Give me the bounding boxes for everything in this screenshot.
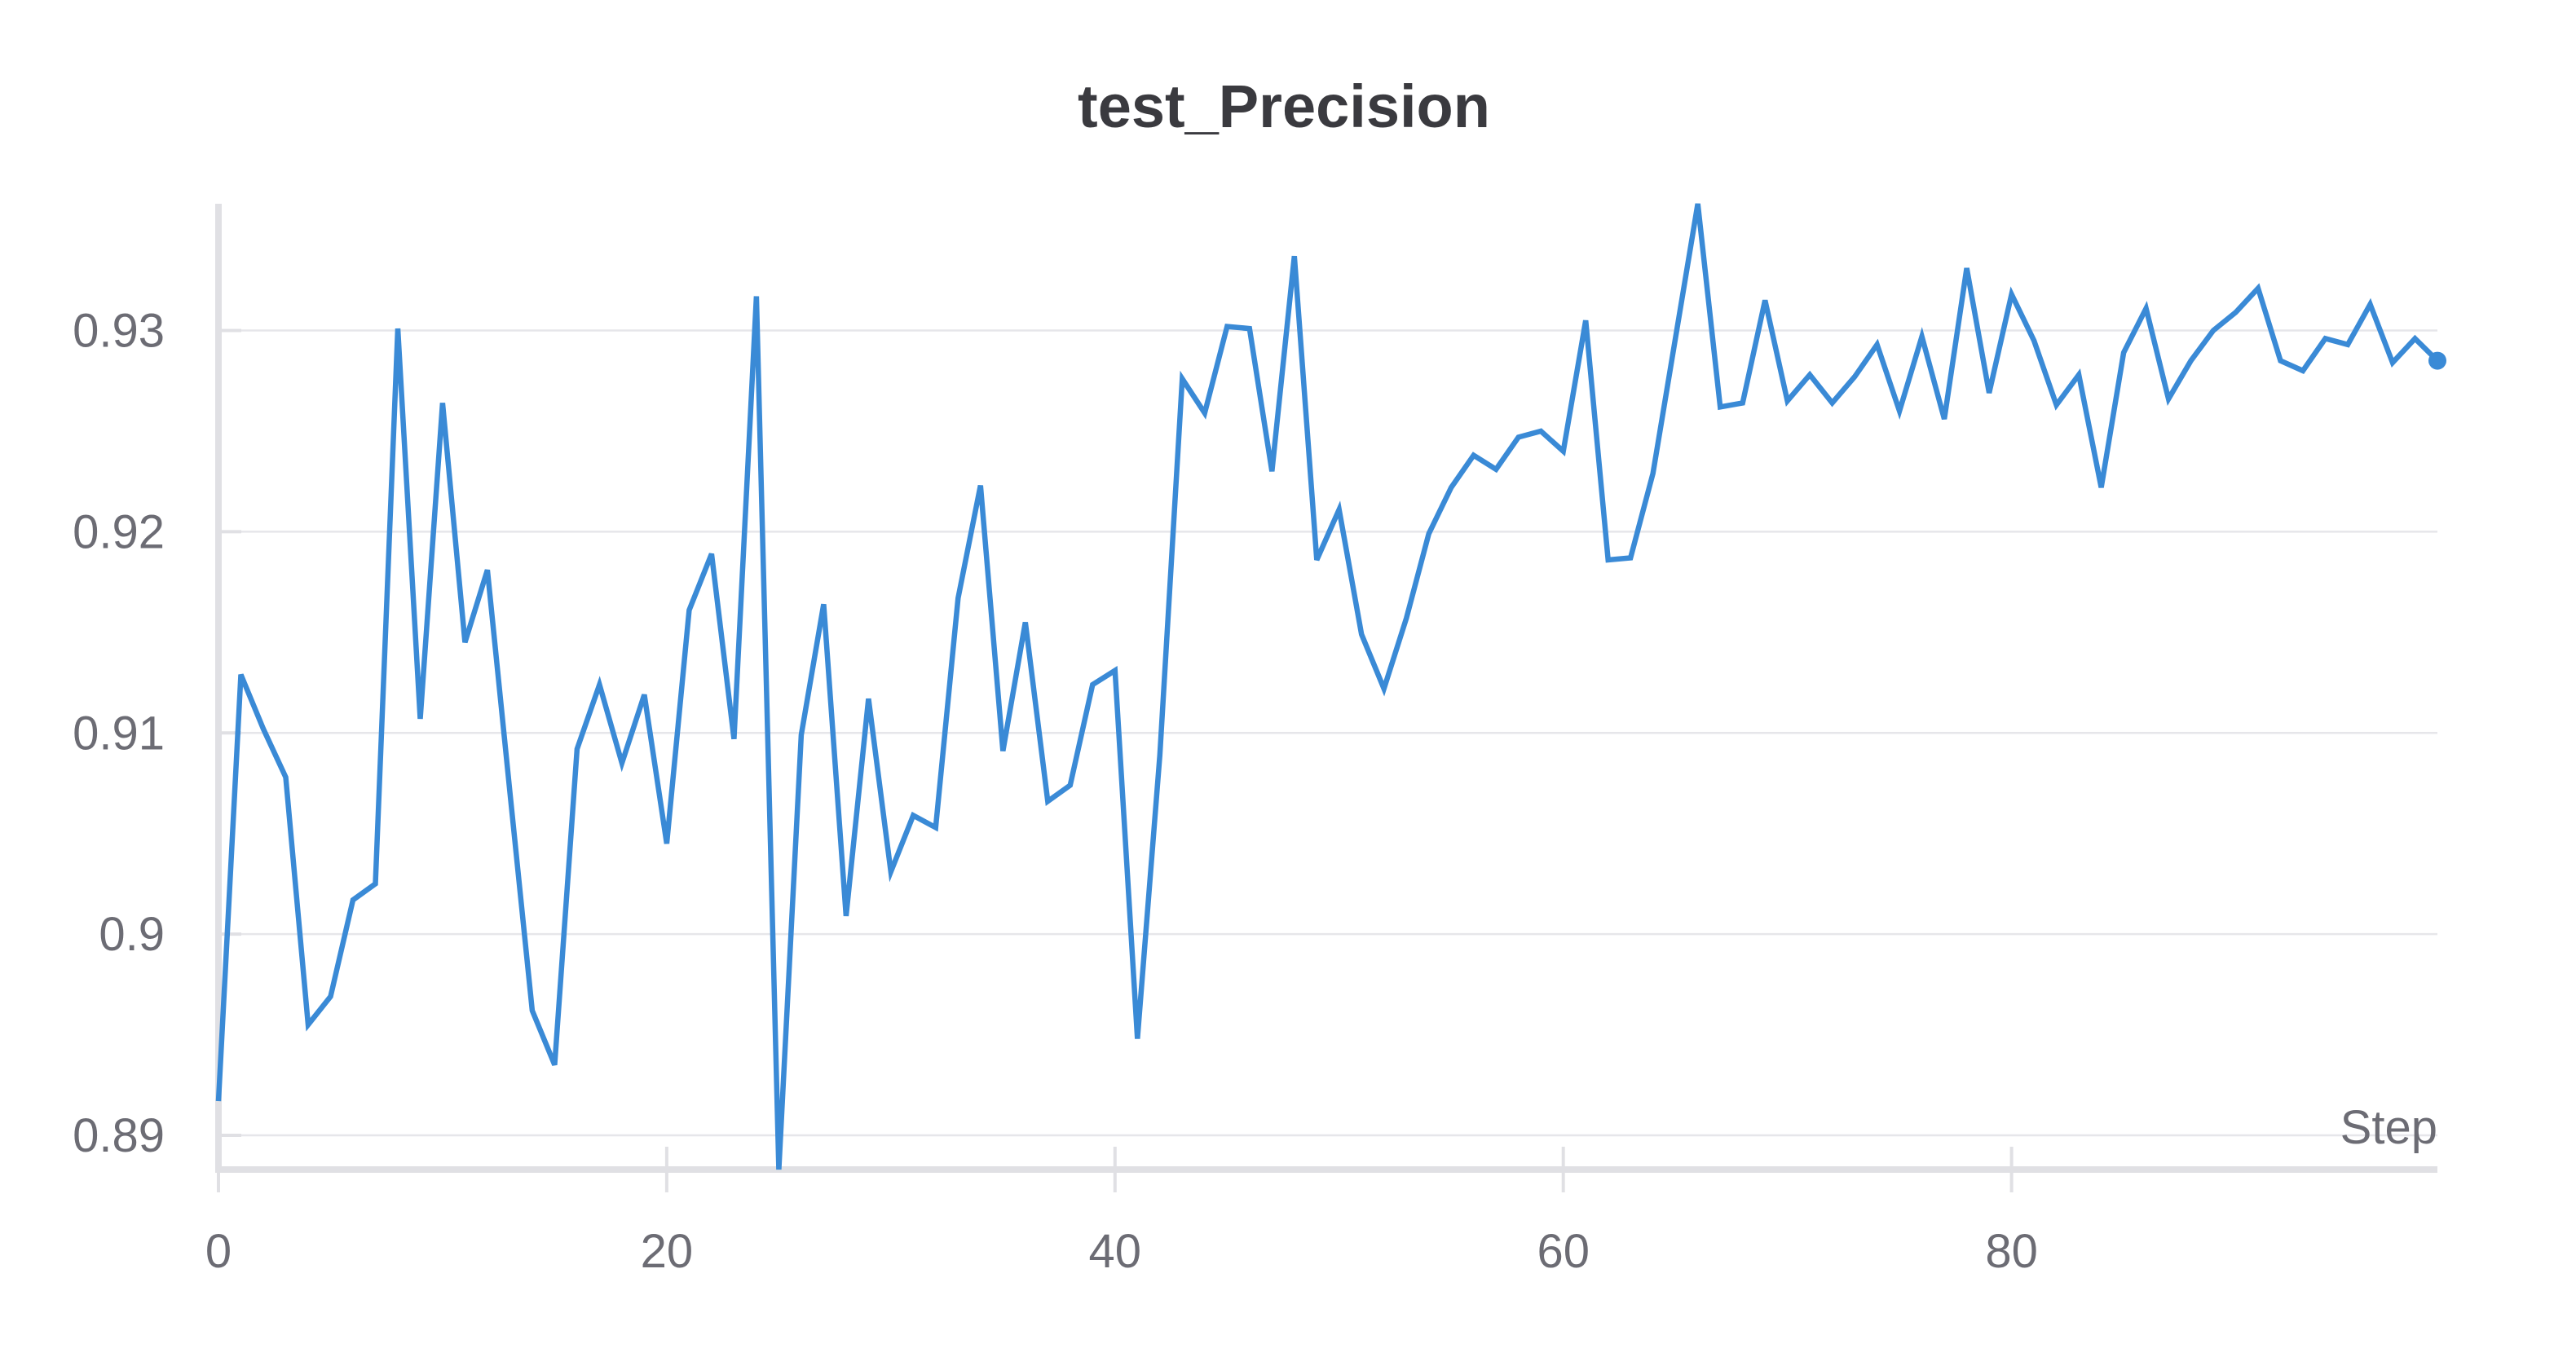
- series-endpoint-marker: [2428, 351, 2446, 370]
- x-tick-label: 80: [1985, 1225, 2038, 1278]
- x-tick-label: 60: [1537, 1225, 1590, 1278]
- y-tick-label: 0.89: [73, 1109, 165, 1162]
- y-tick-label: 0.92: [73, 505, 165, 558]
- y-tick-label: 0.91: [73, 707, 165, 760]
- series-line: [215, 203, 2440, 1170]
- x-axis-label: Step: [2340, 1101, 2437, 1154]
- y-tick-label: 0.93: [73, 305, 165, 358]
- gridlines: [218, 329, 2437, 1137]
- axes: 0.89 0.9 0.91 0.92 0.93 0 20 40 60 80: [73, 204, 2437, 1278]
- series-layer: [215, 203, 2446, 1170]
- x-tick-label: 40: [1089, 1225, 1142, 1278]
- chart-title: test_Precision: [1078, 73, 1490, 140]
- x-tick-label: 0: [205, 1225, 232, 1278]
- y-tick-label: 0.9: [99, 908, 165, 961]
- x-tick-label: 20: [641, 1225, 694, 1278]
